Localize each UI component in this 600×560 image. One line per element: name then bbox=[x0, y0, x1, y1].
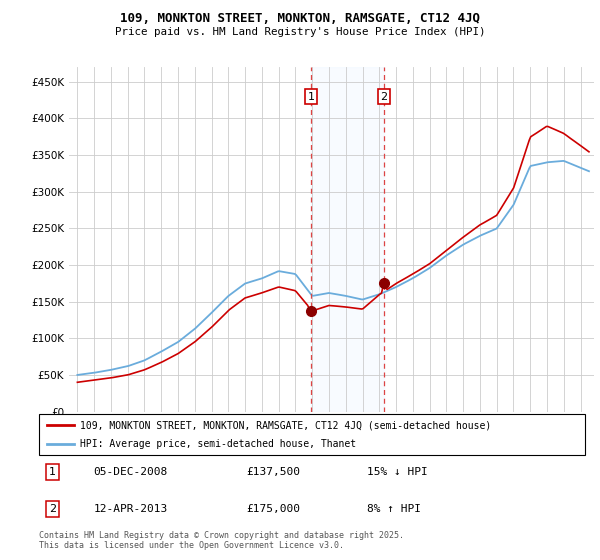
Text: Contains HM Land Registry data © Crown copyright and database right 2025.
This d: Contains HM Land Registry data © Crown c… bbox=[39, 531, 404, 550]
Text: 15% ↓ HPI: 15% ↓ HPI bbox=[367, 467, 427, 477]
Text: 109, MONKTON STREET, MONKTON, RAMSGATE, CT12 4JQ (semi-detached house): 109, MONKTON STREET, MONKTON, RAMSGATE, … bbox=[80, 421, 491, 430]
Text: £137,500: £137,500 bbox=[247, 467, 301, 477]
Text: 109, MONKTON STREET, MONKTON, RAMSGATE, CT12 4JQ: 109, MONKTON STREET, MONKTON, RAMSGATE, … bbox=[120, 12, 480, 25]
Text: £175,000: £175,000 bbox=[247, 504, 301, 514]
Text: 12-APR-2013: 12-APR-2013 bbox=[94, 504, 168, 514]
Text: 1: 1 bbox=[307, 91, 314, 101]
Text: 05-DEC-2008: 05-DEC-2008 bbox=[94, 467, 168, 477]
Text: Price paid vs. HM Land Registry's House Price Index (HPI): Price paid vs. HM Land Registry's House … bbox=[115, 27, 485, 37]
Bar bbox=[311, 67, 384, 412]
Text: 2: 2 bbox=[49, 504, 56, 514]
Text: 1: 1 bbox=[49, 467, 56, 477]
Text: 2: 2 bbox=[380, 91, 388, 101]
FancyBboxPatch shape bbox=[39, 414, 585, 455]
Text: HPI: Average price, semi-detached house, Thanet: HPI: Average price, semi-detached house,… bbox=[80, 439, 356, 449]
Text: 8% ↑ HPI: 8% ↑ HPI bbox=[367, 504, 421, 514]
